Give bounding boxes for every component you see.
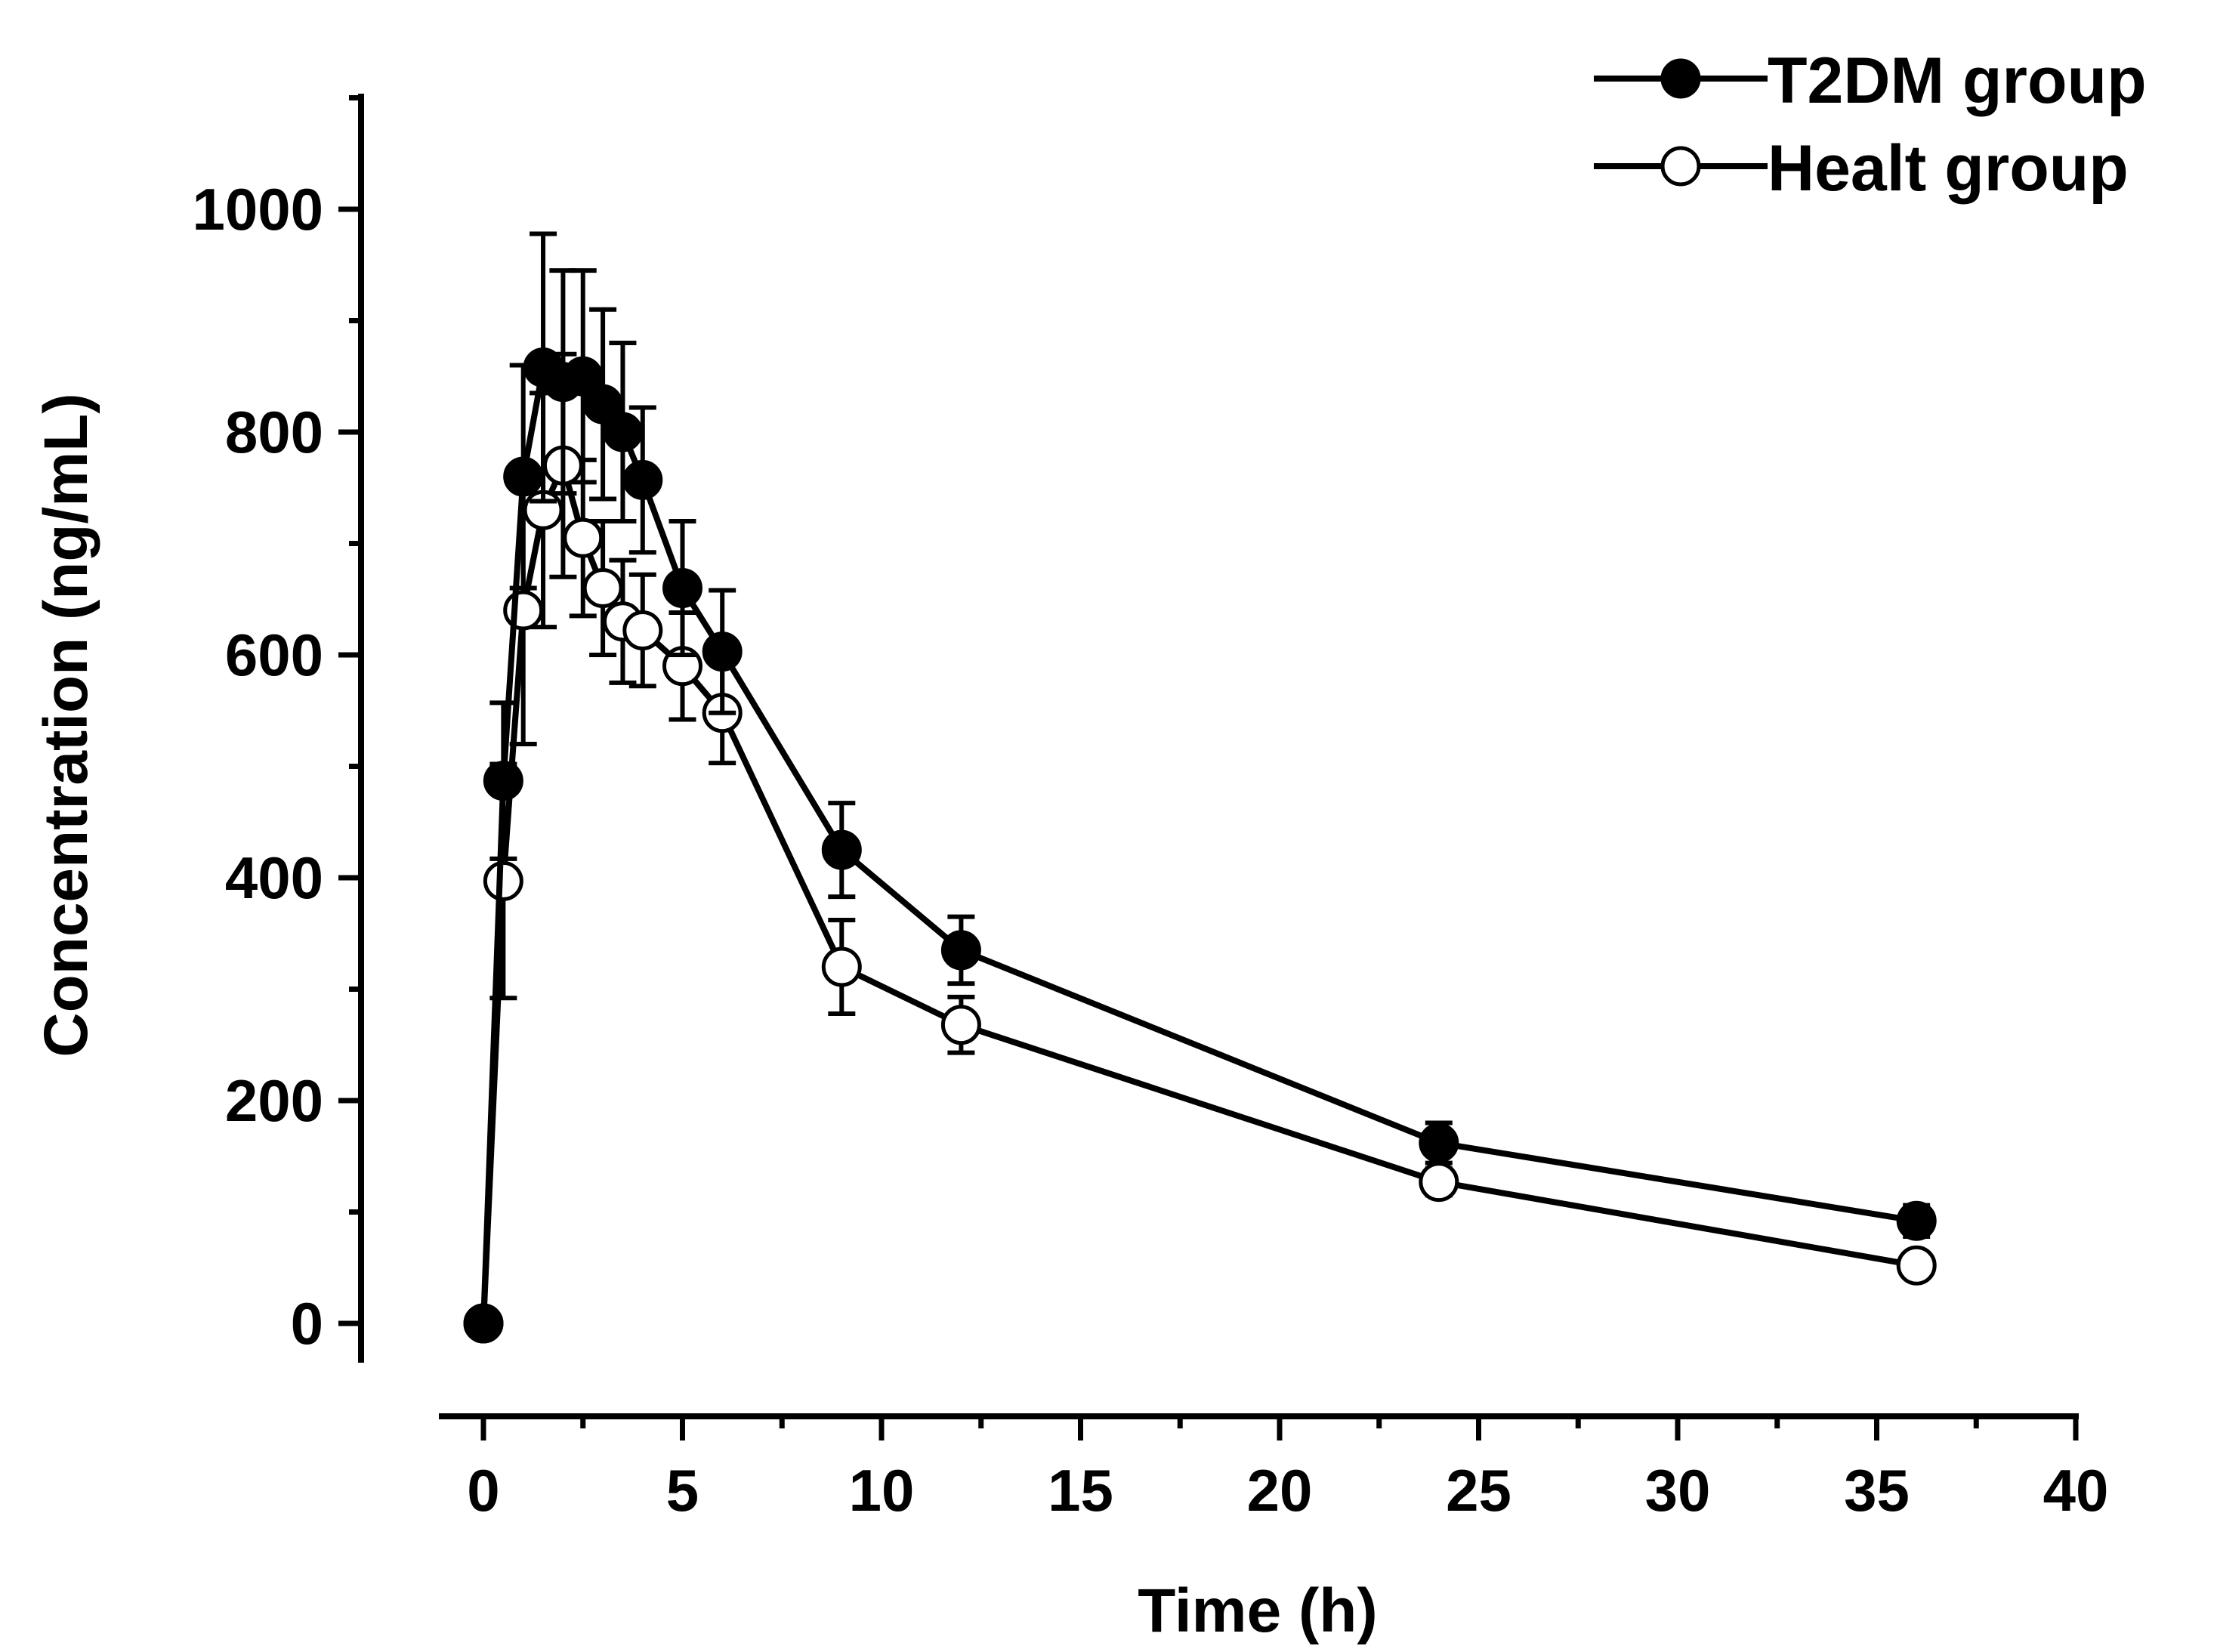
data-point-t2dm xyxy=(463,1303,504,1344)
data-point-t2dm xyxy=(483,761,523,801)
data-point-healt xyxy=(1896,1245,1937,1286)
x-ticks: 0 5 10 15 20 25 30 35 40 xyxy=(467,1416,2108,1524)
data-point-healt xyxy=(563,517,604,558)
x-tick-label: 25 xyxy=(1446,1457,1511,1524)
series-line-t2dm xyxy=(480,364,1917,1324)
y-axis-title: Concentration (ng/mL) xyxy=(32,393,100,1057)
data-point-healt xyxy=(582,568,623,608)
legend-marker-t2dm xyxy=(1660,58,1701,99)
series-t2dm xyxy=(463,231,1937,1344)
x-tick-label: 20 xyxy=(1247,1457,1313,1524)
data-point-t2dm xyxy=(503,456,544,497)
data-point-healt xyxy=(940,1005,981,1045)
data-point-healt xyxy=(622,610,663,651)
y-tick-label: 0 xyxy=(291,1290,323,1357)
data-point-healt xyxy=(821,946,862,987)
data-point-healt xyxy=(503,590,544,631)
data-point-t2dm xyxy=(563,356,604,397)
x-tick-label: 5 xyxy=(666,1457,699,1524)
data-point-t2dm xyxy=(702,631,743,672)
series-layer xyxy=(463,231,1937,1344)
x-tick-label: 10 xyxy=(849,1457,915,1524)
data-point-t2dm xyxy=(622,459,663,500)
x-tick-label: 15 xyxy=(1048,1457,1113,1524)
x-tick-label: 30 xyxy=(1645,1457,1711,1524)
y-tick-label: 600 xyxy=(225,622,323,688)
data-point-t2dm xyxy=(940,930,981,971)
x-axis-title: Time (h) xyxy=(1138,1576,1377,1645)
y-tick-label: 1000 xyxy=(192,176,323,242)
data-point-t2dm xyxy=(1896,1200,1937,1241)
x-tick-label: 40 xyxy=(2043,1457,2109,1524)
axes: 0 200 400 600 800 1000 0 5 10 15 20 25 30 35 40 xyxy=(192,94,2108,1524)
y-tick-label: 800 xyxy=(225,399,323,465)
y-tick-label: 400 xyxy=(225,845,323,911)
data-point-t2dm xyxy=(662,568,702,608)
data-point-t2dm xyxy=(821,829,862,870)
data-point-t2dm xyxy=(1419,1122,1459,1163)
y-ticks: 0 200 400 600 800 1000 xyxy=(192,95,361,1357)
data-point-t2dm xyxy=(602,412,643,452)
x-tick-label: 0 xyxy=(467,1457,499,1524)
data-point-healt xyxy=(1419,1162,1459,1203)
data-point-healt xyxy=(483,860,523,901)
data-point-t2dm xyxy=(582,384,623,425)
legend-label-healt: Healt group xyxy=(1768,132,2129,205)
legend: T2DM group Healt group xyxy=(1594,45,2147,205)
series-healt xyxy=(463,351,1937,1344)
legend-marker-healt xyxy=(1660,146,1701,187)
legend-label-t2dm: T2DM group xyxy=(1768,45,2147,117)
y-tick-label: 200 xyxy=(225,1067,323,1134)
x-tick-label: 35 xyxy=(1844,1457,1910,1524)
